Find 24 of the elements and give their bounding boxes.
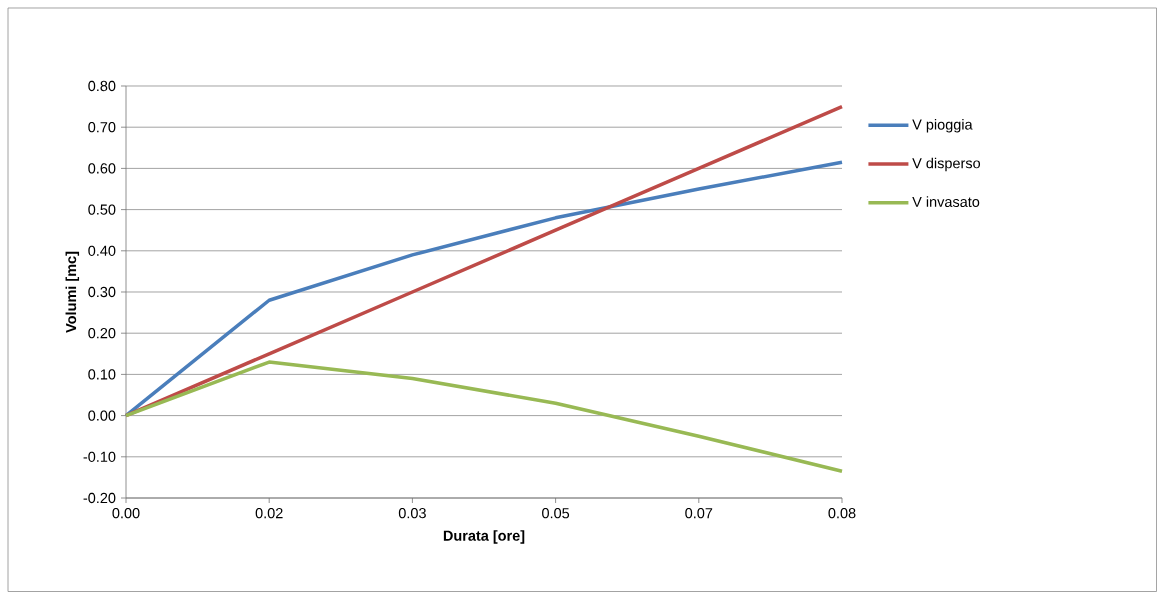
x-tick-label: 0.08	[828, 508, 856, 519]
y-tick-label: 0.40	[88, 245, 116, 256]
y-tick-label: -0.20	[83, 492, 116, 504]
x-tick-label: 0.07	[685, 508, 713, 519]
y-tick-label: 0.80	[88, 80, 116, 92]
x-tick-label: 0.05	[542, 508, 570, 519]
x-axis-title: Durata [ore]	[443, 530, 525, 544]
y-axis-title: Volumi [mc]	[65, 251, 80, 333]
y-tick-label: -0.10	[83, 451, 116, 462]
y-tick-label: 0.60	[88, 163, 116, 174]
x-tick-label: 0.03	[398, 508, 426, 519]
y-tick-label: 0.10	[88, 369, 116, 380]
y-tick-label: 0.70	[88, 122, 116, 133]
line-series	[124, 360, 844, 473]
legend-label: V pioggia	[912, 119, 973, 133]
y-tick-label: 0.00	[88, 410, 116, 421]
x-tick-label: 0.00	[112, 508, 140, 519]
y-tick-label: 0.20	[88, 328, 116, 339]
y-tick-label: 0.50	[88, 204, 116, 215]
line-series	[124, 160, 844, 418]
y-tick-label: 0.30	[88, 286, 116, 298]
x-tick-label: 0.02	[255, 508, 283, 519]
legend-label: V invasato	[912, 196, 980, 207]
legend-label: V disperso	[912, 157, 981, 172]
